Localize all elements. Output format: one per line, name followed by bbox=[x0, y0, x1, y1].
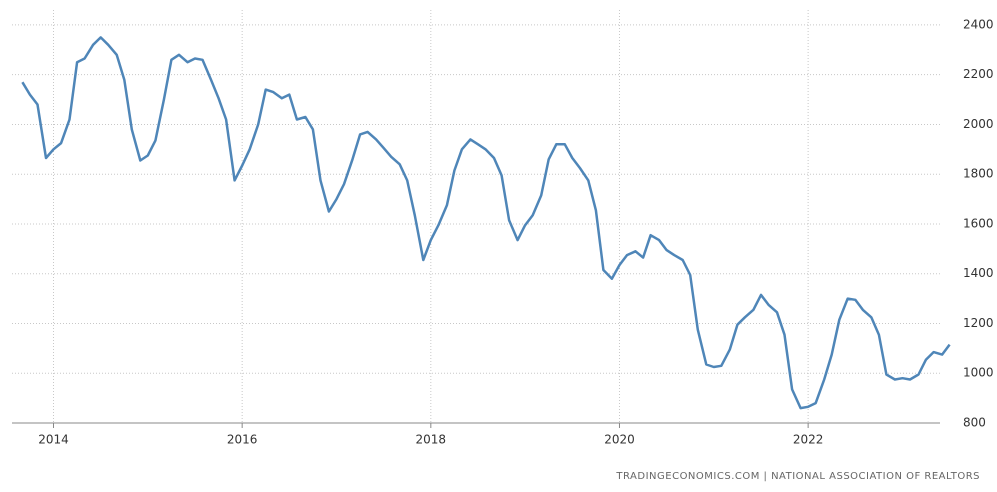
data-line bbox=[21, 36, 951, 410]
x-tick-label: 2020 bbox=[604, 433, 635, 447]
y-tick-label: 1000 bbox=[963, 366, 994, 380]
x-tick-label: 2016 bbox=[227, 433, 258, 447]
x-tick-label: 2022 bbox=[793, 433, 824, 447]
y-tick-label: 1600 bbox=[963, 216, 994, 230]
y-tick-label: 2000 bbox=[963, 117, 994, 131]
x-tick-label: 2014 bbox=[38, 433, 69, 447]
y-tick-label: 2200 bbox=[963, 67, 994, 81]
y-tick-label: 1200 bbox=[963, 316, 994, 330]
source: TRADINGECONOMICS.COM | NATIONAL ASSOCIAT… bbox=[615, 471, 980, 482]
y-tick-label: 800 bbox=[963, 416, 986, 430]
y-tick-label: 1400 bbox=[963, 266, 994, 280]
y-tick-label: 2400 bbox=[963, 17, 994, 31]
y-tick-label: 1800 bbox=[963, 167, 994, 181]
x-tick-label: 2018 bbox=[416, 433, 447, 447]
